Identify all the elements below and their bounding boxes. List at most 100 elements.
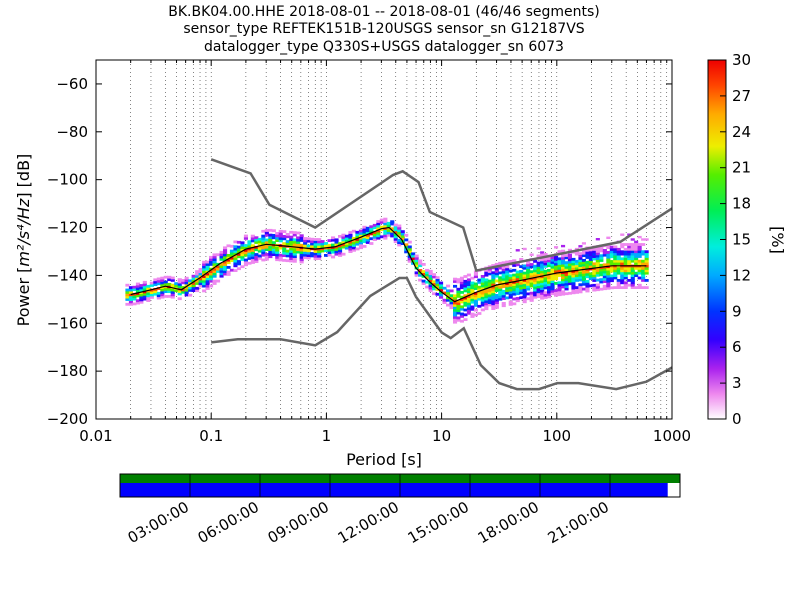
heatmap-cell bbox=[334, 245, 339, 249]
heatmap-cell bbox=[473, 294, 478, 298]
heatmap-cell bbox=[184, 284, 189, 287]
heatmap-cell bbox=[599, 247, 604, 250]
heatmap-cell bbox=[466, 290, 471, 294]
heatmap-cell bbox=[547, 269, 552, 272]
heatmap-cell bbox=[223, 256, 228, 259]
heatmap-cell bbox=[540, 260, 545, 264]
x-axis-label: Period [s] bbox=[346, 450, 422, 469]
heatmap-cell bbox=[599, 287, 604, 291]
heatmap-cell bbox=[282, 230, 287, 233]
heatmap-cell bbox=[188, 286, 193, 290]
heatmap-cell bbox=[487, 272, 492, 276]
heatmap-cell bbox=[209, 275, 214, 278]
heatmap-cell bbox=[484, 295, 489, 299]
heatmap-cell bbox=[282, 259, 287, 262]
heatmap-cell bbox=[390, 222, 395, 226]
heatmap-cell bbox=[216, 267, 221, 271]
heatmap-cell bbox=[153, 290, 158, 294]
heatmap-cell bbox=[620, 262, 625, 265]
heatmap-cell bbox=[536, 283, 541, 286]
heatmap-cell bbox=[557, 281, 562, 285]
heatmap-cell bbox=[236, 240, 241, 244]
heatmap-cell bbox=[439, 281, 444, 285]
heatmap-cell bbox=[609, 279, 614, 283]
heatmap-cell bbox=[191, 286, 196, 290]
heatmap-cell bbox=[233, 240, 238, 244]
heatmap-cell bbox=[522, 278, 527, 282]
heatmap-cell bbox=[543, 293, 548, 297]
heatmap-cell bbox=[494, 267, 499, 271]
heatmap-cell bbox=[463, 287, 468, 290]
heatmap-cell bbox=[331, 236, 336, 240]
heatmap-cell bbox=[512, 290, 517, 294]
heatmap-cell bbox=[446, 294, 451, 297]
heatmap-cell bbox=[473, 299, 478, 302]
heatmap-cell bbox=[383, 236, 388, 240]
heatmap-cell bbox=[446, 291, 451, 295]
heatmap-cell bbox=[529, 270, 534, 274]
heatmap-cell bbox=[317, 242, 322, 246]
heatmap-cell bbox=[466, 304, 471, 308]
heatmap-cell bbox=[512, 288, 517, 291]
heatmap-cell bbox=[574, 267, 579, 270]
heatmap-cell bbox=[533, 293, 538, 297]
heatmap-cell bbox=[209, 277, 214, 281]
heatmap-cell bbox=[250, 244, 255, 248]
heatmap-cell bbox=[128, 300, 133, 304]
heatmap-cell bbox=[637, 250, 642, 254]
heatmap-cell bbox=[491, 278, 496, 282]
heatmap-cell bbox=[358, 243, 363, 247]
heatmap-cell bbox=[627, 245, 632, 249]
heatmap-cell bbox=[491, 288, 496, 291]
heatmap-cell bbox=[271, 253, 276, 256]
heatmap-cell bbox=[390, 232, 395, 235]
heatmap-cell bbox=[303, 256, 308, 259]
heatmap-cell bbox=[383, 224, 388, 228]
heatmap-cell bbox=[466, 299, 471, 303]
heatmap-cell bbox=[174, 282, 179, 285]
heatmap-cell bbox=[606, 274, 611, 278]
heatmap-cell bbox=[463, 308, 468, 312]
heatmap-cell bbox=[574, 262, 579, 266]
heatmap-cell bbox=[418, 261, 423, 265]
heatmap-cell bbox=[285, 259, 290, 263]
heatmap-cell bbox=[480, 289, 485, 293]
heatmap-cell bbox=[331, 250, 336, 254]
heatmap-cell bbox=[261, 246, 266, 250]
heatmap-cell bbox=[257, 247, 262, 251]
heatmap-cell bbox=[595, 254, 600, 258]
heatmap-cell bbox=[623, 276, 628, 280]
heatmap-cell bbox=[491, 264, 496, 267]
heatmap-cell bbox=[515, 273, 520, 276]
heatmap-cell bbox=[491, 276, 496, 279]
heatmap-cell bbox=[550, 282, 555, 286]
heatmap-cell bbox=[209, 263, 214, 266]
heatmap-cell bbox=[278, 229, 283, 233]
heatmap-cell bbox=[470, 300, 475, 304]
heatmap-cell bbox=[202, 284, 207, 288]
heatmap-cell bbox=[289, 252, 294, 256]
heatmap-cell bbox=[268, 252, 273, 256]
heatmap-cell bbox=[181, 281, 186, 285]
heatmap-cell bbox=[299, 260, 304, 264]
y-tick-label: −120 bbox=[47, 219, 88, 237]
heatmap-cell bbox=[341, 252, 346, 256]
y-tick-label: −180 bbox=[47, 362, 88, 380]
heatmap-cell bbox=[519, 274, 524, 278]
heatmap-cell bbox=[456, 304, 461, 308]
heatmap-cell bbox=[236, 267, 241, 271]
heatmap-cell bbox=[226, 261, 231, 264]
heatmap-cell bbox=[393, 223, 398, 227]
heatmap-cell bbox=[529, 284, 534, 288]
heatmap-cell bbox=[473, 304, 478, 307]
heatmap-cell bbox=[358, 246, 363, 250]
colorbar-tick-label: 21 bbox=[732, 159, 751, 177]
heatmap-cell bbox=[595, 273, 600, 277]
heatmap-cell bbox=[233, 269, 238, 272]
heatmap-cell bbox=[198, 284, 203, 288]
heatmap-cell bbox=[466, 292, 471, 296]
heatmap-cell bbox=[529, 253, 534, 256]
heatmap-cell bbox=[355, 238, 360, 241]
heatmap-cell bbox=[446, 298, 451, 302]
heatmap-cell bbox=[149, 281, 154, 285]
